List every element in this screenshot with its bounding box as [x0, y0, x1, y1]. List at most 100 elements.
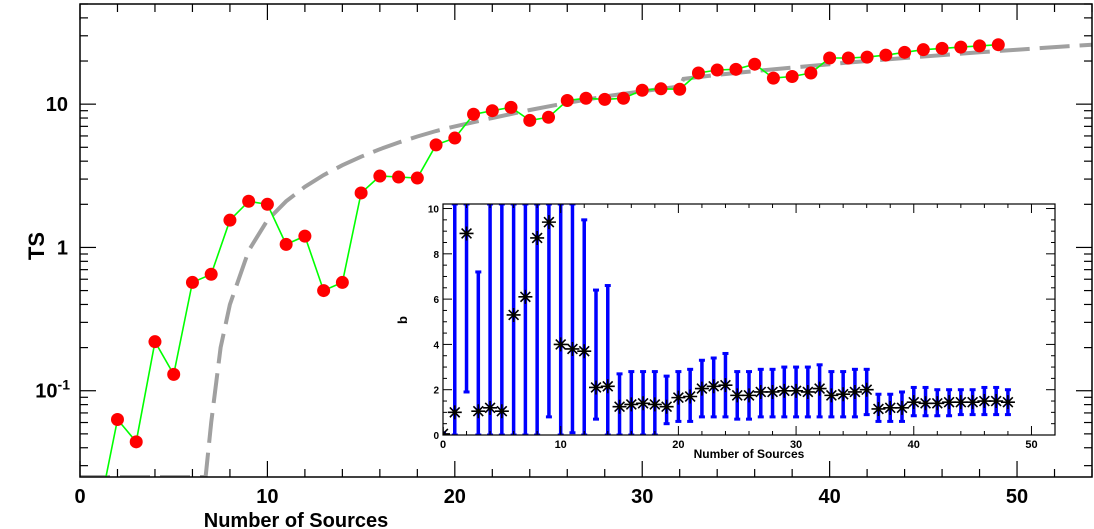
- ts-point: [129, 435, 143, 449]
- ts-point: [860, 50, 874, 64]
- ts-point: [335, 275, 349, 289]
- b-point: [577, 344, 592, 359]
- b-point: [953, 395, 968, 410]
- ts-point: [148, 335, 162, 349]
- ts-point: [954, 40, 968, 54]
- ts-point: [485, 104, 499, 118]
- x-tick-label: 50: [1006, 486, 1028, 508]
- inset-y-tick-label: 6: [433, 295, 439, 306]
- b-point: [742, 388, 756, 403]
- x-tick-label: 20: [444, 486, 466, 508]
- b-point: [989, 394, 1004, 409]
- ts-point: [504, 100, 518, 114]
- b-point: [483, 400, 498, 415]
- ts-point: [185, 275, 199, 289]
- b-point: [753, 384, 768, 399]
- b-point: [906, 395, 921, 410]
- x-tick-label: 40: [819, 486, 841, 508]
- inset-x-tick-label: 50: [1025, 439, 1037, 451]
- b-point: [942, 395, 957, 410]
- ts-point: [560, 94, 574, 108]
- ts-point: [991, 38, 1005, 52]
- ts-point: [598, 92, 612, 106]
- b-point: [789, 383, 804, 398]
- b-point: [459, 226, 474, 241]
- ts-point: [429, 138, 443, 152]
- inset-y-tick-label: 4: [433, 340, 439, 351]
- b-point: [647, 397, 662, 412]
- ts-point: [673, 82, 687, 96]
- ts-point: [467, 107, 481, 121]
- ts-point: [879, 48, 893, 62]
- b-point: [506, 307, 521, 322]
- ts-point: [523, 113, 537, 127]
- ts-point: [766, 71, 780, 85]
- ts-point: [973, 39, 987, 53]
- ts-point: [785, 69, 799, 83]
- inset-x-tick-label: 0: [440, 439, 446, 451]
- ts-point: [729, 62, 743, 76]
- b-point: [589, 380, 603, 395]
- b-point: [765, 384, 780, 399]
- b-point: [447, 405, 462, 420]
- ts-point: [579, 91, 593, 105]
- inset-x-axis-title: Number of Sources: [694, 447, 805, 461]
- inset-x-tick-label: 10: [555, 439, 567, 451]
- inset-y-axis-title: b: [395, 316, 410, 324]
- b-point: [836, 387, 851, 402]
- ts-point: [279, 237, 293, 251]
- b-point: [883, 400, 898, 415]
- inset-x-tick-label: 30: [790, 439, 802, 451]
- ts-point: [410, 171, 424, 185]
- y-tick-label: 10: [46, 94, 68, 116]
- inset-x-tick-label: 20: [672, 439, 684, 451]
- ts-point: [748, 57, 762, 71]
- ts-point: [392, 170, 406, 184]
- ts-point: [354, 186, 368, 200]
- ts-point: [935, 41, 949, 55]
- x-tick-label: 30: [631, 486, 653, 508]
- b-point: [541, 215, 556, 230]
- ts-point: [373, 169, 387, 183]
- main-plot-frame: [79, 3, 1093, 478]
- inset-y-tick-label: 0: [433, 431, 439, 442]
- b-point: [718, 378, 733, 393]
- x-axis-title: Number of Sources: [204, 510, 388, 529]
- b-point: [659, 399, 674, 414]
- b-point: [600, 379, 615, 394]
- b-point: [471, 404, 486, 419]
- inset-y-tick-label: 10: [428, 205, 440, 216]
- b-point: [965, 395, 980, 410]
- b-point: [918, 396, 933, 411]
- ts-point: [242, 194, 256, 208]
- b-point: [612, 399, 627, 414]
- b-point: [859, 382, 874, 397]
- b-point: [683, 389, 698, 404]
- ts-point: [317, 284, 331, 298]
- b-point: [636, 396, 651, 411]
- b-point: [824, 388, 839, 403]
- ts-point: [841, 51, 855, 65]
- inset-y-tick-label: 2: [433, 386, 439, 397]
- y-axis-title: TS: [24, 232, 49, 260]
- b-point: [694, 381, 709, 396]
- ts-point: [804, 66, 818, 80]
- b-point: [847, 384, 862, 399]
- ts-point: [167, 367, 181, 381]
- b-point: [1000, 395, 1015, 410]
- inset-y-tick-label: 8: [433, 250, 439, 261]
- b-point: [730, 388, 745, 403]
- ts-point: [204, 267, 218, 281]
- b-point: [871, 401, 886, 416]
- ts-point: [635, 83, 649, 97]
- ts-point: [110, 412, 124, 426]
- ts-point: [654, 82, 668, 96]
- inset-plot: 0 10 20 30 40 50 0 2 4 6 8 10: [428, 203, 1056, 451]
- ts-point: [710, 63, 724, 77]
- x-tick-label: 0: [74, 486, 85, 508]
- ts-point: [916, 43, 930, 57]
- b-point: [518, 289, 533, 304]
- ts-point: [298, 229, 312, 243]
